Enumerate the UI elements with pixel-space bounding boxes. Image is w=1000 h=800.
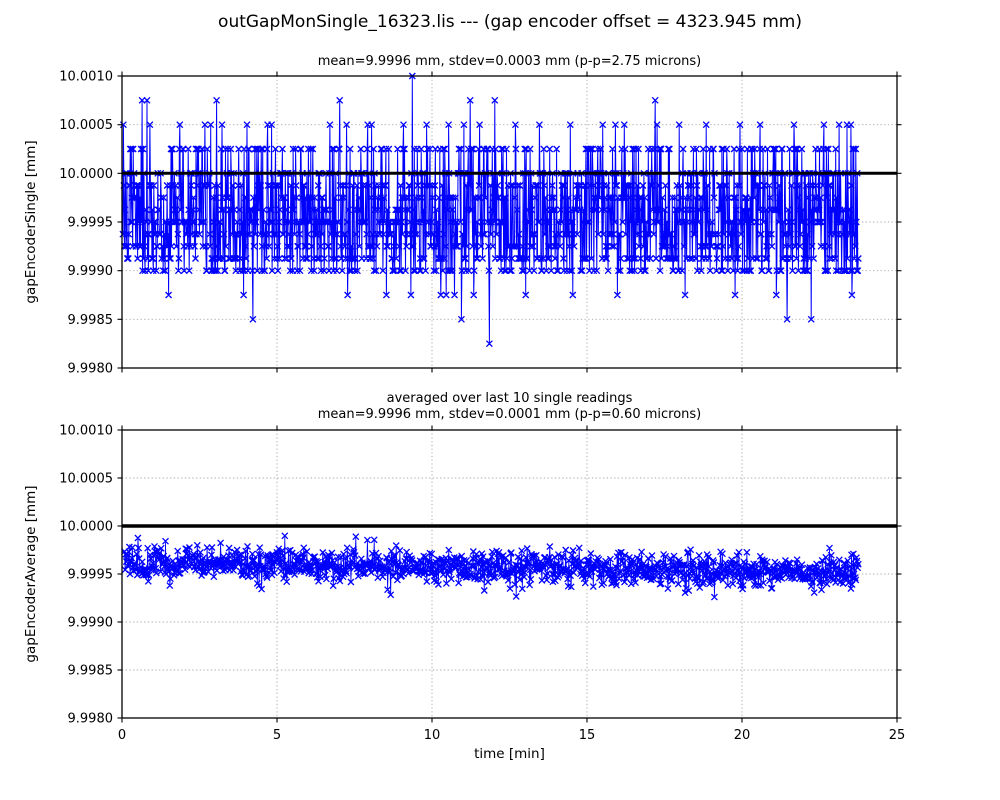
ytick-label: 10.0010 bbox=[59, 70, 113, 85]
ytick-label: 9.9995 bbox=[68, 568, 114, 583]
series-markers bbox=[121, 532, 862, 601]
ytick-label: 10.0005 bbox=[59, 118, 113, 133]
tick-marks bbox=[117, 71, 902, 373]
ytick-label: 9.9985 bbox=[68, 313, 114, 328]
series-markers bbox=[119, 72, 862, 348]
xaxis-label: time [min] bbox=[474, 746, 545, 762]
figure-title: outGapMonSingle_16323.lis --- (gap encod… bbox=[218, 12, 802, 32]
ytick-label: 9.9990 bbox=[68, 264, 114, 279]
top-plot-title: mean=9.9996 mm, stdev=0.0003 mm (p-p=2.7… bbox=[317, 54, 702, 69]
xtick-label: 0 bbox=[118, 728, 126, 743]
xtick-label: 25 bbox=[889, 728, 906, 743]
grid bbox=[122, 76, 897, 368]
xtick-label: 15 bbox=[579, 728, 596, 743]
bottom-plot-title-line2: mean=9.9996 mm, stdev=0.0001 mm (p-p=0.6… bbox=[317, 407, 702, 422]
bottom-plot-title-line1: averaged over last 10 single readings bbox=[386, 391, 633, 406]
ytick-label: 10.0000 bbox=[59, 167, 113, 182]
ytick-label: 10.0010 bbox=[59, 424, 113, 439]
tick-labels: 10.0010 10.0005 10.0000 9.9995 9.9990 9.9985 9… bbox=[59, 424, 905, 744]
xtick-label: 10 bbox=[424, 728, 441, 743]
ytick-label: 9.9985 bbox=[68, 664, 114, 679]
ytick-label: 9.9980 bbox=[68, 712, 114, 727]
xtick-label: 20 bbox=[734, 728, 751, 743]
ytick-label: 9.9980 bbox=[68, 362, 114, 377]
bottom-plot: 10.0010 10.0005 10.0000 9.9995 9.9990 9.9985 9… bbox=[59, 424, 905, 744]
tick-marks bbox=[117, 425, 902, 723]
top-plot: 10.0010 10.0005 10.0000 9.9995 9.9990 9.9985 9… bbox=[59, 70, 902, 377]
ytick-label: 9.9990 bbox=[68, 616, 114, 631]
xtick-label: 5 bbox=[273, 728, 281, 743]
ytick-label: 10.0005 bbox=[59, 472, 113, 487]
ytick-label: 9.9995 bbox=[68, 216, 114, 231]
ytick-label: 10.0000 bbox=[59, 520, 113, 535]
tick-labels: 10.0010 10.0005 10.0000 9.9995 9.9990 9.9985 9… bbox=[59, 70, 113, 377]
